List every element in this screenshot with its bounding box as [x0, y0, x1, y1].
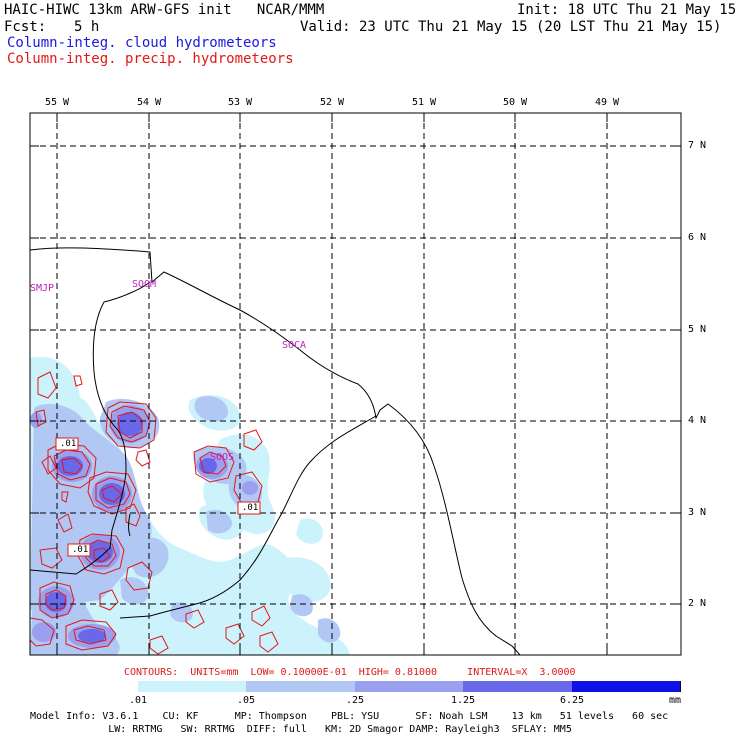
model-title: HAIC-HIWC 13km ARW-GFS init NCAR/MMM — [4, 2, 325, 18]
init-time: Init: 18 UTC Thu 21 May 15 — [517, 2, 737, 18]
lat-label-3n: 3 N — [688, 507, 707, 518]
forecast-label: Fcst: — [4, 19, 47, 35]
colorbar-units: mm — [669, 695, 682, 706]
lat-label-7n: 7 N — [688, 140, 707, 151]
model-info-line2: LW: RRTMG SW: RRTMG DIFF: full KM: 2D Sm… — [30, 724, 572, 735]
cloud-hydrometeor-shading — [30, 356, 350, 655]
lon-label-54w: 54 W — [137, 97, 162, 108]
lat-label-6n: 6 N — [688, 232, 707, 243]
colorbar-segment — [30, 681, 139, 692]
colorbar-tick-label: .01 — [129, 695, 148, 706]
forecast-hour: 5 h — [74, 19, 100, 35]
lat-label-5n: 5 N — [688, 324, 707, 335]
station-label-smjp: SMJP — [30, 283, 55, 294]
lon-label-51w: 51 W — [412, 97, 437, 108]
lat-label-4n: 4 N — [688, 415, 707, 426]
coastlines — [30, 247, 521, 655]
lon-label-53w: 53 W — [228, 97, 253, 108]
colorbar-segment — [138, 681, 247, 692]
colorbar-tick-label: .05 — [237, 695, 256, 706]
contour-label: .01 — [72, 545, 89, 555]
contour-label: .01 — [242, 503, 259, 513]
lon-label-49w: 49 W — [595, 97, 620, 108]
contour-info: CONTOURS: UNITS=mm LOW= 0.10000E-01 HIGH… — [124, 667, 576, 678]
contour-label: .01 — [60, 439, 77, 449]
lon-label-52w: 52 W — [320, 97, 345, 108]
colorbar-segment — [572, 681, 681, 692]
contour-label-boxes — [55, 437, 261, 557]
station-label-soca: SOCA — [282, 340, 307, 351]
colorbar-tick-label: .25 — [346, 695, 365, 706]
colorbar-segment — [355, 681, 464, 692]
tick-marks — [30, 113, 681, 655]
lon-label-55w: 55 W — [45, 97, 70, 108]
colorbar-tick-label: 1.25 — [451, 695, 476, 706]
colorbar-segment — [246, 681, 356, 692]
colorbar-tick-label: 6.25 — [560, 695, 585, 706]
lat-label-2n: 2 N — [688, 598, 707, 609]
latlon-grid — [30, 113, 681, 655]
lon-label-50w: 50 W — [503, 97, 528, 108]
station-label-soos: SOOS — [210, 452, 235, 463]
station-label-soom: SOOM — [132, 279, 157, 290]
model-info-line1: Model Info: V3.6.1 CU: KF MP: Thompson P… — [30, 711, 669, 722]
map-frame — [29, 112, 682, 656]
colorbar-segment — [463, 681, 573, 692]
valid-time: Valid: 23 UTC Thu 21 May 15 (20 LST Thu … — [300, 19, 722, 35]
field-title-precip: Column-integ. precip. hydrometeors — [7, 51, 294, 67]
field-title-cloud: Column-integ. cloud hydrometeors — [7, 35, 277, 51]
